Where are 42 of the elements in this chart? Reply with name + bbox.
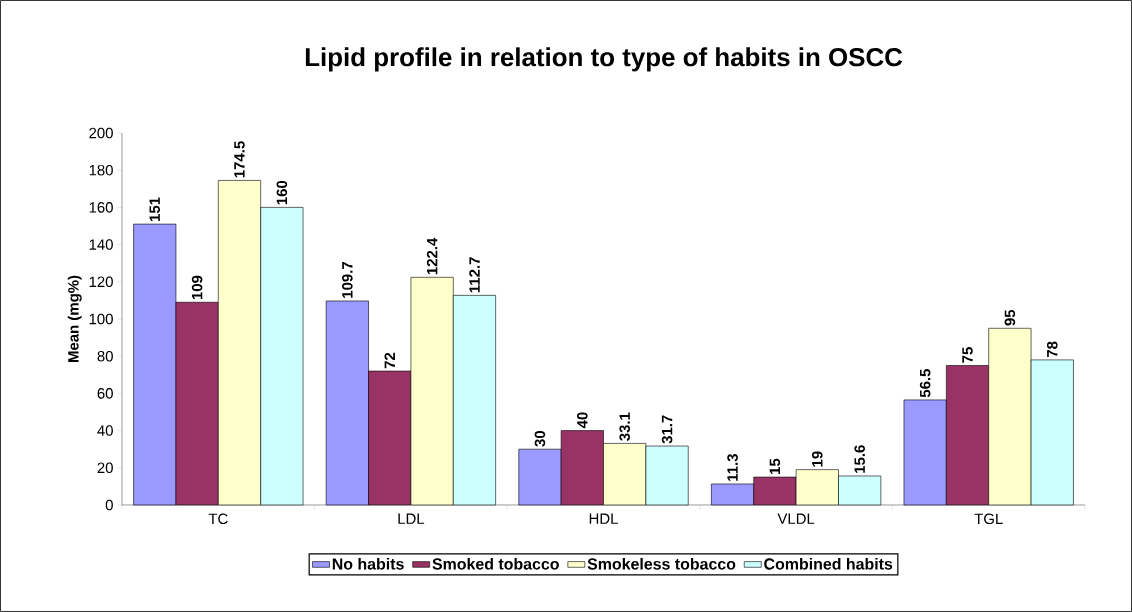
chart-title: Lipid profile in relation to type of habits in OSCC (305, 47, 903, 72)
x-tick-label: TGL (974, 513, 1003, 525)
data-label: 122.4 (426, 237, 438, 275)
x-tick-label: LDL (398, 513, 425, 524)
y-tick-label: 20 (97, 462, 113, 474)
data-label: 78 (1046, 341, 1058, 358)
data-label: 15.6 (854, 445, 865, 473)
legend-label: No habits (332, 557, 404, 570)
data-label: 112.7 (469, 257, 480, 293)
y-tick-label: 120 (89, 276, 113, 288)
y-tick-label: 40 (97, 425, 113, 436)
data-label: 174.5 (234, 141, 245, 178)
data-label: 33.1 (619, 412, 630, 441)
data-label: 109.7 (342, 262, 353, 298)
data-label: 95 (1004, 309, 1016, 326)
y-tick-label: 160 (89, 202, 113, 213)
data-label: 72 (384, 352, 395, 369)
y-tick-label: 60 (97, 388, 113, 399)
y-axis-title: Mean (mg%) (67, 275, 82, 362)
y-tick-label: 200 (89, 127, 113, 139)
data-label: 30 (534, 430, 546, 447)
x-tick-label: TC (208, 513, 228, 525)
data-label: 40 (577, 412, 588, 429)
y-tick-label: 180 (89, 164, 113, 176)
data-label: 31.7 (661, 415, 673, 444)
legend-label: Combined habits (764, 557, 893, 570)
legend-label: Smoked tobacco (432, 557, 559, 570)
data-label: 19 (812, 451, 823, 467)
data-label: 15 (769, 458, 781, 474)
data-label: 75 (962, 347, 973, 363)
x-tick-label: VLDL (777, 513, 815, 524)
legend-label: Smokeless tobacco (587, 557, 736, 570)
data-label: 160 (276, 180, 288, 205)
y-tick-label: 0 (105, 499, 113, 511)
x-tick-label: HDL (589, 513, 618, 524)
y-tick-label: 100 (89, 313, 113, 325)
y-tick-label: 80 (97, 350, 113, 362)
data-label: 11.3 (727, 454, 738, 481)
data-label: 109 (191, 275, 203, 300)
y-tick-label: 140 (89, 239, 113, 250)
data-label: 151 (149, 197, 160, 221)
data-label: 56.5 (919, 369, 931, 398)
